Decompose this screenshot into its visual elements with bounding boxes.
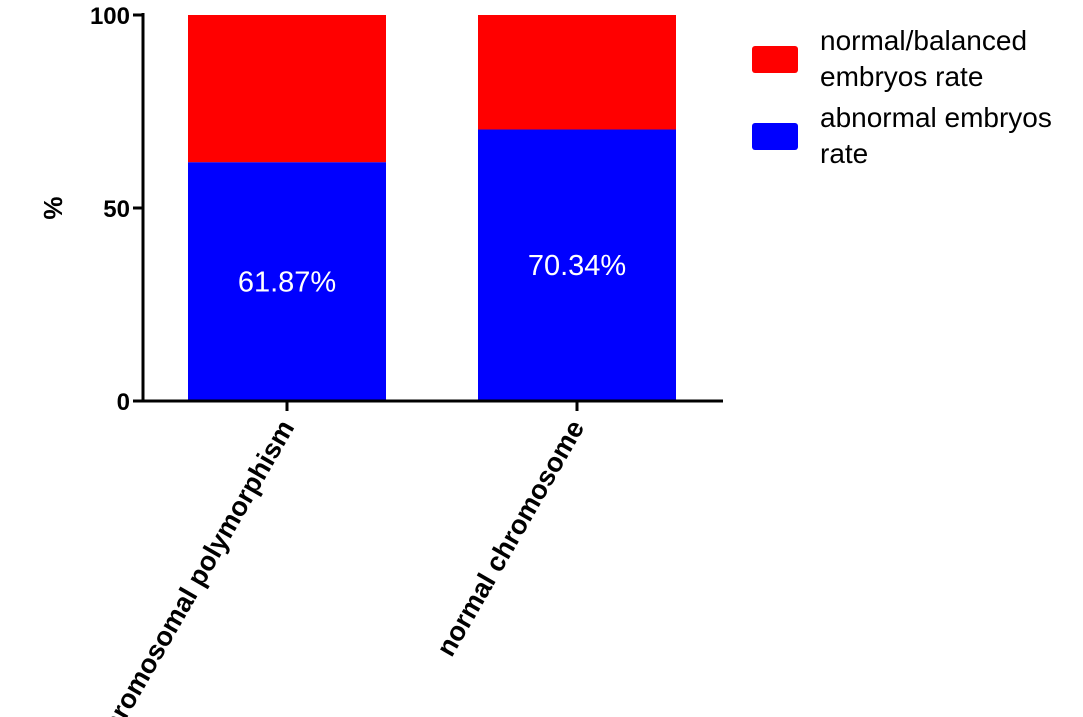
bar-segment-normal-balanced-1: [188, 15, 386, 163]
x-tick-label-1: chromosomal polymorphism: [89, 415, 300, 717]
y-tick-label-100: 100: [90, 3, 130, 30]
legend-label-normal-balanced-line-1: normal/balanced: [820, 25, 1027, 56]
bar-segment-abnormal-2: [478, 129, 676, 401]
y-tick-label-50: 50: [103, 196, 130, 223]
data-label-2: 70.34%: [528, 250, 626, 282]
data-label-1: 61.87%: [238, 267, 336, 299]
legend-label-abnormal-line-1: abnormal embryos: [820, 102, 1052, 133]
legend: normal/balanced embryos rate abnormal embr…: [752, 25, 1052, 169]
legend-swatch-normal-balanced: [752, 46, 798, 73]
legend-label-normal-balanced-line-2: embryos rate: [820, 61, 983, 92]
y-axis-label: %: [38, 196, 68, 219]
y-tick-label-0: 0: [117, 389, 130, 416]
bar-segment-abnormal-1: [188, 162, 386, 401]
plot-area: 61.87% 70.34%: [188, 15, 676, 401]
legend-swatch-abnormal: [752, 123, 798, 150]
bar-segment-normal-balanced-2: [478, 15, 676, 130]
x-tick-label-2: normal chromosome: [431, 415, 591, 661]
legend-label-abnormal-line-2: rate: [820, 138, 868, 169]
